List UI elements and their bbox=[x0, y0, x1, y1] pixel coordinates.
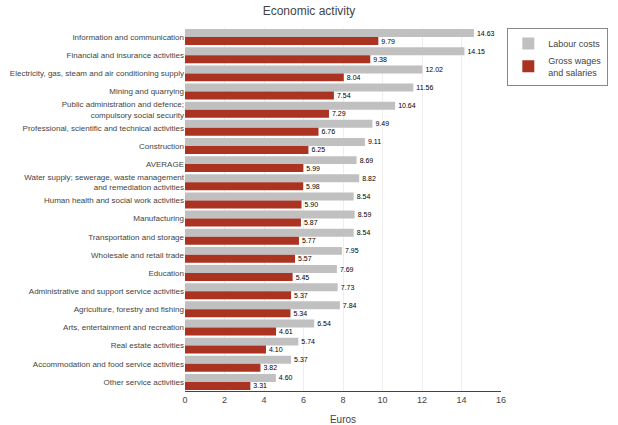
svg-text:5.87: 5.87 bbox=[304, 219, 318, 226]
svg-text:12: 12 bbox=[417, 395, 427, 405]
svg-text:7.69: 7.69 bbox=[340, 266, 354, 273]
svg-text:Other service activities: Other service activities bbox=[104, 378, 184, 387]
svg-text:7.29: 7.29 bbox=[332, 110, 346, 117]
svg-text:8.69: 8.69 bbox=[360, 157, 374, 164]
svg-text:5.98: 5.98 bbox=[306, 183, 320, 190]
svg-text:9.79: 9.79 bbox=[381, 38, 395, 45]
svg-text:11.56: 11.56 bbox=[416, 84, 433, 91]
svg-text:Human health and social work a: Human health and social work activities bbox=[44, 196, 184, 205]
svg-text:5.34: 5.34 bbox=[293, 310, 307, 317]
svg-text:Transportation and storage: Transportation and storage bbox=[88, 233, 184, 242]
svg-text:12.02: 12.02 bbox=[425, 66, 443, 73]
svg-text:5.77: 5.77 bbox=[302, 237, 316, 244]
svg-text:5.99: 5.99 bbox=[306, 165, 320, 172]
svg-text:8.54: 8.54 bbox=[357, 229, 371, 236]
svg-text:Construction: Construction bbox=[139, 142, 184, 151]
svg-text:Gross wagesand salaries: Gross wagesand salaries bbox=[548, 56, 601, 78]
svg-text:7.73: 7.73 bbox=[341, 284, 355, 291]
svg-text:8.04: 8.04 bbox=[347, 74, 361, 81]
svg-text:AVERAGE: AVERAGE bbox=[146, 160, 184, 169]
svg-text:9.49: 9.49 bbox=[375, 120, 389, 127]
svg-text:5.37: 5.37 bbox=[294, 356, 308, 363]
svg-text:Economic activity: Economic activity bbox=[263, 4, 356, 18]
svg-text:14.15: 14.15 bbox=[467, 48, 485, 55]
svg-text:10: 10 bbox=[377, 395, 387, 405]
svg-text:5.37: 5.37 bbox=[294, 292, 308, 299]
svg-text:6.25: 6.25 bbox=[311, 146, 325, 153]
svg-text:Accommodation and food service: Accommodation and food service activitie… bbox=[33, 360, 184, 369]
svg-text:6: 6 bbox=[301, 395, 306, 405]
svg-text:6.54: 6.54 bbox=[317, 320, 331, 327]
svg-text:Administrative and support ser: Administrative and support service activ… bbox=[29, 287, 184, 296]
svg-text:Financial and insurance activi: Financial and insurance activities bbox=[67, 51, 184, 60]
svg-text:Manufacturing: Manufacturing bbox=[133, 214, 184, 223]
svg-text:14.63: 14.63 bbox=[477, 30, 495, 37]
svg-text:4.60: 4.60 bbox=[279, 374, 293, 381]
svg-text:9.38: 9.38 bbox=[373, 56, 387, 63]
svg-text:Electricity, gas, steam and ai: Electricity, gas, steam and air conditio… bbox=[10, 69, 184, 78]
svg-text:8.82: 8.82 bbox=[362, 175, 376, 182]
svg-text:5.45: 5.45 bbox=[296, 274, 310, 281]
svg-text:0: 0 bbox=[182, 395, 187, 405]
svg-text:3.82: 3.82 bbox=[263, 364, 277, 371]
svg-text:4: 4 bbox=[261, 395, 266, 405]
svg-text:4.10: 4.10 bbox=[269, 346, 283, 353]
svg-text:Arts, entertainment and recrea: Arts, entertainment and recreation bbox=[63, 323, 184, 332]
svg-text:Education: Education bbox=[148, 269, 184, 278]
svg-text:2: 2 bbox=[222, 395, 227, 405]
svg-text:7.54: 7.54 bbox=[337, 92, 351, 99]
svg-text:10.64: 10.64 bbox=[398, 102, 416, 109]
svg-text:Euros: Euros bbox=[330, 414, 356, 425]
svg-text:Information and communication: Information and communication bbox=[72, 33, 184, 42]
svg-text:Wholesale and retail trade: Wholesale and retail trade bbox=[91, 251, 184, 260]
svg-text:Professional, scientific and t: Professional, scientific and technical a… bbox=[23, 124, 184, 133]
svg-text:7.84: 7.84 bbox=[343, 302, 357, 309]
svg-text:14: 14 bbox=[456, 395, 466, 405]
svg-text:Real estate activities: Real estate activities bbox=[111, 341, 184, 350]
svg-text:8.59: 8.59 bbox=[358, 211, 372, 218]
svg-text:3.31: 3.31 bbox=[253, 382, 267, 389]
svg-text:4.61: 4.61 bbox=[279, 328, 293, 335]
svg-text:16: 16 bbox=[496, 395, 506, 405]
svg-text:6.76: 6.76 bbox=[322, 128, 336, 135]
svg-text:5.57: 5.57 bbox=[298, 255, 312, 262]
svg-text:5.90: 5.90 bbox=[305, 201, 319, 208]
svg-text:5.74: 5.74 bbox=[301, 338, 315, 345]
svg-text:9.11: 9.11 bbox=[368, 138, 381, 145]
svg-text:Agriculture, forestry and fish: Agriculture, forestry and fishing bbox=[74, 305, 184, 314]
svg-text:8.54: 8.54 bbox=[357, 193, 371, 200]
svg-text:Labour costs: Labour costs bbox=[548, 39, 600, 49]
svg-text:Public administration and defe: Public administration and defence;compul… bbox=[62, 100, 184, 119]
svg-text:Water supply; sewerage, waste: Water supply; sewerage, waste management… bbox=[24, 173, 185, 192]
svg-text:Mining and quarrying: Mining and quarrying bbox=[109, 87, 184, 96]
svg-text:7.95: 7.95 bbox=[345, 247, 359, 254]
svg-text:8: 8 bbox=[340, 395, 345, 405]
